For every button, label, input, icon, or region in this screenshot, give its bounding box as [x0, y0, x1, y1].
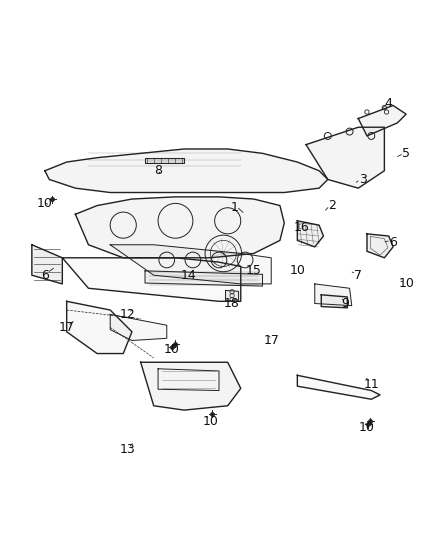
Polygon shape	[297, 375, 380, 399]
Text: 9: 9	[341, 297, 349, 310]
Text: 13: 13	[120, 443, 135, 456]
Text: 3: 3	[359, 173, 367, 186]
Text: 10: 10	[37, 197, 53, 210]
Text: 18: 18	[224, 297, 240, 310]
Text: 10: 10	[163, 343, 179, 356]
Text: 15: 15	[246, 264, 262, 277]
Text: 8: 8	[154, 164, 162, 177]
Text: 10: 10	[202, 415, 218, 427]
Text: 2: 2	[328, 199, 336, 212]
Text: 1: 1	[230, 201, 238, 214]
Polygon shape	[297, 221, 323, 247]
Polygon shape	[226, 290, 239, 301]
Text: 6: 6	[41, 269, 49, 282]
Text: 4: 4	[385, 97, 393, 110]
Text: 5: 5	[402, 147, 410, 160]
Polygon shape	[67, 301, 132, 353]
Polygon shape	[110, 245, 271, 284]
Text: 10: 10	[359, 421, 375, 434]
Polygon shape	[62, 258, 241, 301]
Polygon shape	[110, 314, 167, 341]
Text: 17: 17	[263, 334, 279, 347]
Text: 10: 10	[398, 277, 414, 290]
Polygon shape	[358, 106, 406, 136]
Polygon shape	[145, 158, 184, 163]
Text: 10: 10	[290, 264, 305, 277]
Polygon shape	[306, 127, 385, 188]
Text: 7: 7	[354, 269, 362, 282]
Polygon shape	[45, 149, 328, 192]
Text: 11: 11	[364, 377, 379, 391]
Text: 14: 14	[180, 269, 196, 282]
Text: 12: 12	[120, 308, 135, 321]
Polygon shape	[321, 295, 347, 308]
Polygon shape	[145, 271, 262, 286]
Polygon shape	[141, 362, 241, 410]
Text: 6: 6	[389, 236, 397, 249]
Polygon shape	[75, 197, 284, 258]
Polygon shape	[367, 234, 393, 258]
Text: 16: 16	[294, 221, 310, 234]
Polygon shape	[32, 245, 62, 284]
Polygon shape	[315, 284, 352, 305]
Text: 17: 17	[59, 321, 74, 334]
